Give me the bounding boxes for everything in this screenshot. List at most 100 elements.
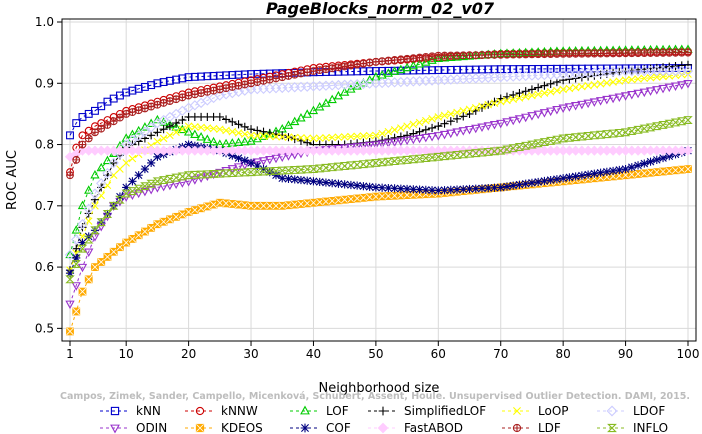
point-marker-cross [665,49,673,57]
point-marker-cross [191,206,199,214]
x-axis-label: Neighborhood size [319,381,440,396]
point-marker [159,78,168,86]
point-marker [422,116,430,125]
point-marker [453,108,461,117]
point-marker [459,65,468,74]
point-marker [609,166,618,175]
point-marker [290,175,299,184]
point-marker [565,75,574,84]
point-marker [553,86,561,95]
point-marker [389,138,400,148]
point-marker [77,219,88,230]
point-marker [334,133,343,141]
point-marker [272,132,280,141]
point-marker-cross [534,50,542,58]
point-marker [502,145,512,154]
point-marker [233,168,244,177]
point-marker-cross [272,74,280,82]
point-marker [328,179,337,188]
point-marker [452,151,462,159]
point-marker [153,128,162,137]
point-marker [314,164,325,173]
point-marker [589,98,600,107]
point-marker [371,158,381,167]
point-marker [439,53,450,62]
point-marker-cross [397,55,405,63]
point-marker [396,132,405,141]
point-marker [128,154,137,163]
point-marker-cross [297,200,305,208]
point-marker [389,66,400,75]
point-marker [358,160,369,169]
point-marker [196,170,206,179]
point-marker [227,169,238,177]
point-marker [302,165,312,174]
point-marker [271,154,281,164]
series-cof [65,140,693,278]
point-marker [577,171,586,180]
point-marker [502,118,512,127]
point-marker [65,249,75,259]
point-marker [639,88,649,98]
point-marker [620,92,631,101]
point-marker [153,137,162,146]
point-marker [459,185,468,194]
point-marker [147,158,156,168]
point-marker [421,185,430,194]
point-marker [471,103,480,112]
legend-label: LOF [326,404,349,418]
point-marker [621,164,630,174]
point-marker [683,60,693,69]
point-marker-cross [147,103,155,110]
point-marker [96,162,106,172]
point-marker-cross [547,50,555,58]
point-marker [570,102,581,111]
point-marker [440,66,449,74]
point-marker [508,144,518,153]
point-marker [558,134,568,143]
point-marker [396,156,406,165]
point-marker [409,185,418,194]
point-marker [108,157,119,169]
point-marker [303,134,312,142]
point-marker [434,122,443,131]
point-marker [682,145,694,156]
point-marker [178,115,187,125]
point-marker [565,84,574,93]
point-marker [571,64,580,73]
point-marker-cross [403,191,411,199]
point-marker [102,155,113,165]
point-marker [140,182,150,191]
point-marker-cross [247,202,255,210]
point-marker [153,152,162,161]
point-marker [172,119,181,128]
point-marker [346,161,356,170]
legend-item-knn: kNN [100,404,161,418]
point-marker [208,136,219,146]
point-marker [358,142,369,151]
point-marker [652,155,661,164]
legend-label: INFLO [633,421,668,434]
point-marker [97,102,106,111]
point-marker [371,141,381,150]
point-marker [595,97,606,106]
point-marker-cross [172,95,180,103]
legend-item-lof: LOF [290,404,349,418]
point-marker [415,127,424,136]
point-marker [202,134,213,143]
point-marker-cross [334,196,343,204]
point-marker [682,65,694,77]
point-marker [402,62,412,72]
series-ldf [66,48,692,180]
point-marker [78,131,87,140]
point-marker [465,184,474,194]
point-marker [296,176,306,185]
point-marker [408,155,419,164]
point-marker [353,132,361,141]
point-marker [240,136,250,146]
point-marker [364,141,375,151]
point-marker-cross [391,56,399,64]
point-marker [465,65,474,74]
point-marker-cross [484,51,492,59]
point-marker [602,95,612,105]
